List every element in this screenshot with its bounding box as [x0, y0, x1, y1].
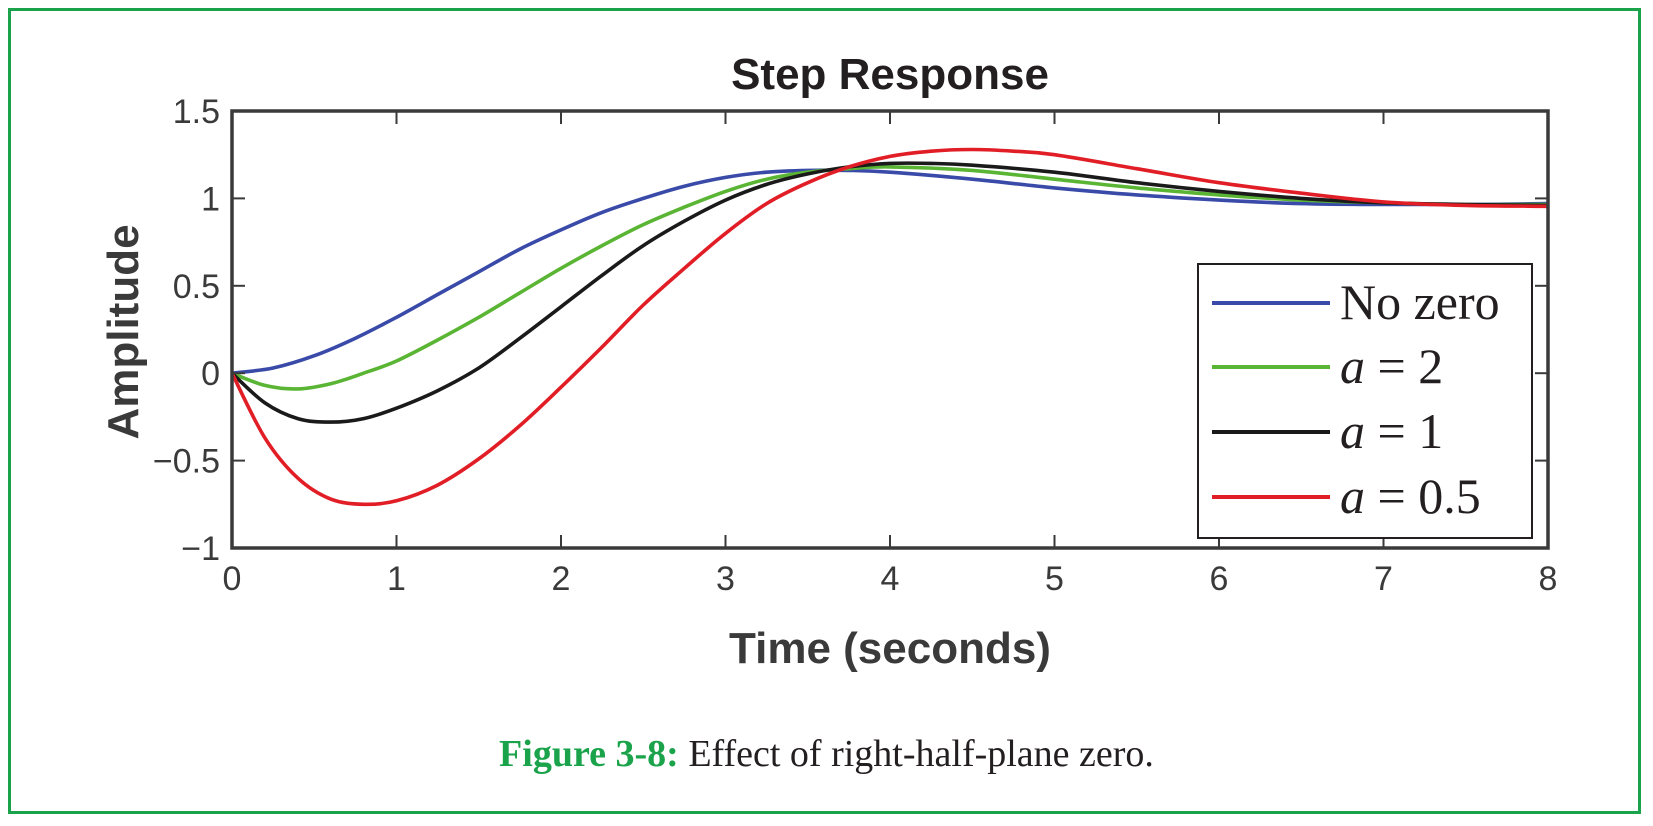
y-axis-label: Amplitude: [99, 224, 148, 439]
legend-box: [1197, 263, 1533, 539]
y-tick-label: 1: [201, 180, 220, 218]
x-tick-label: 3: [716, 560, 735, 598]
legend-label: a = 0.5: [1340, 468, 1481, 524]
figure-caption: Figure 3-8: Effect of right-half-plane z…: [0, 732, 1653, 776]
y-tick-label: 0.5: [173, 268, 220, 306]
legend: No zero a = 2 a = 1 a = 0.5: [1197, 263, 1533, 539]
caption-text: Effect of right-half-plane zero.: [678, 733, 1154, 775]
x-tick-label: 1: [387, 560, 406, 598]
y-tick-label: 0: [201, 355, 220, 393]
series-line-no-zero: [232, 168, 1548, 375]
figure-frame: [8, 8, 1641, 814]
chart-title: Step Response: [731, 50, 1049, 99]
caption-label: Figure 3-8:: [499, 733, 679, 775]
series-line-a-0-5: [232, 147, 1548, 507]
series-line-a-1: [232, 161, 1548, 424]
y-tick-label: 1.5: [173, 93, 220, 131]
x-tick-label: 4: [881, 560, 900, 598]
x-tick-label: 0: [223, 560, 242, 598]
x-tick-label: 7: [1374, 560, 1393, 598]
x-axis-label: Time (seconds): [729, 624, 1051, 673]
legend-label: a = 1: [1340, 403, 1443, 459]
x-tick-label: 2: [552, 560, 571, 598]
x-tick-label: 6: [1210, 560, 1229, 598]
y-tick-label: −0.5: [153, 443, 220, 481]
y-tick-label: −1: [181, 530, 220, 568]
legend-label: No zero: [1340, 274, 1500, 330]
plot-area: 0 1 2 3 4 5 6 7 8 1.5 1 0.5 0 −0.5 −1: [153, 93, 1558, 598]
legend-label: a = 2: [1340, 338, 1443, 394]
x-tick-label: 5: [1045, 560, 1064, 598]
series-line-a-2: [232, 165, 1548, 391]
x-tick-label: 8: [1539, 560, 1558, 598]
curves: [232, 147, 1548, 507]
